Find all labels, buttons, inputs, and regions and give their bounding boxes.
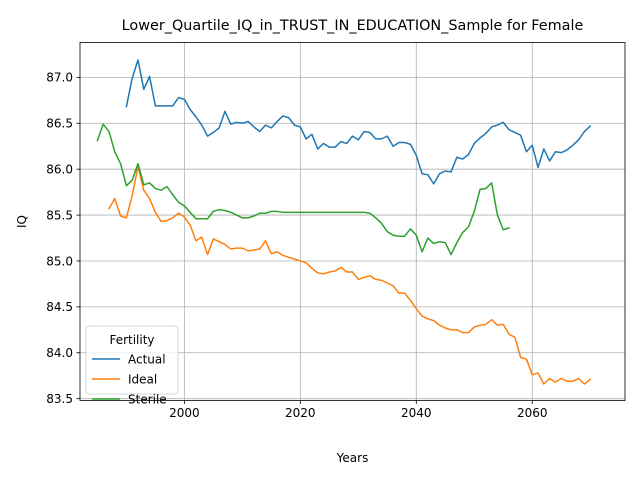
grid-lines	[80, 42, 625, 401]
legend-label-sterile: Sterile	[128, 392, 167, 406]
y-tick-label: 85.0	[46, 254, 73, 268]
y-tick-label: 87.0	[46, 71, 73, 85]
x-axis-ticks: 2000 2020 2040 2060	[169, 400, 548, 420]
series-line-sterile	[96, 123, 510, 256]
legend-label-actual: Actual	[128, 352, 166, 366]
x-tick-label: 2000	[169, 406, 200, 420]
series-line-actual	[125, 59, 592, 185]
legend-entries: Actual Ideal Sterile	[92, 352, 167, 406]
legend: Fertility Actual Ideal Sterile	[85, 325, 179, 406]
y-tick-label: 86.0	[46, 162, 73, 176]
y-tick-label: 86.5	[46, 117, 73, 131]
x-tick-label: 2020	[285, 406, 316, 420]
y-axis-ticks: 83.5 84.0 84.5 85.0 85.5 86.0 86.5 87.0	[46, 71, 80, 406]
x-axis-label: Years	[336, 451, 369, 465]
chart-title: Lower_Quartile_IQ_in_TRUST_IN_EDUCATION_…	[122, 18, 584, 34]
y-tick-label: 83.5	[46, 392, 73, 406]
legend-title: Fertility	[109, 333, 154, 347]
y-tick-label: 84.5	[46, 300, 73, 314]
plot-area-frame	[79, 42, 626, 401]
x-tick-label: 2060	[517, 406, 548, 420]
legend-label-ideal: Ideal	[128, 372, 157, 386]
x-tick-label: 2040	[401, 406, 432, 420]
series-line-ideal	[107, 165, 592, 385]
y-tick-label: 85.5	[46, 208, 73, 222]
series-lines	[96, 59, 592, 385]
y-axis-label: IQ	[15, 215, 29, 228]
legend-box	[85, 325, 179, 395]
y-tick-label: 84.0	[46, 346, 73, 360]
